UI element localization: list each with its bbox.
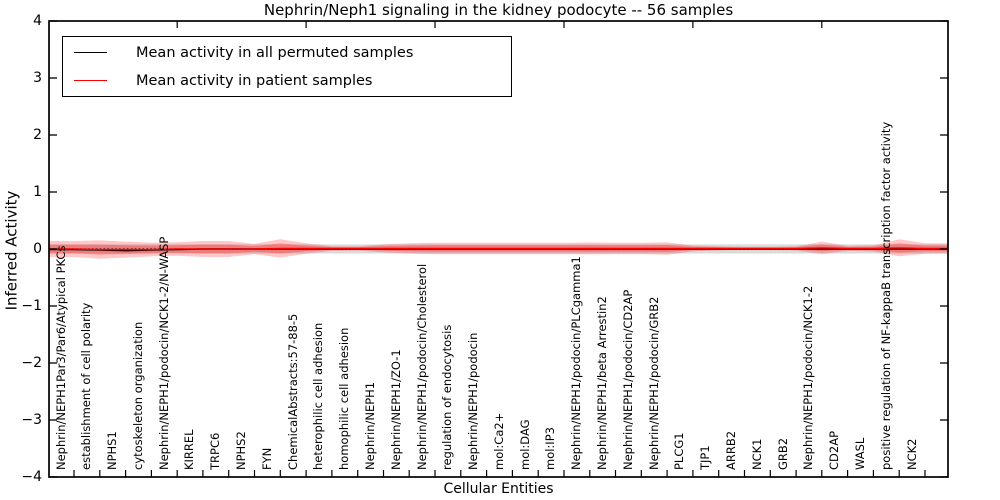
x-entity-label: TJP1 <box>698 445 713 470</box>
x-entity-label: Nephrin/NEPH1/beta Arrestin2 <box>595 296 610 470</box>
x-entity-label: NPHS1 <box>105 431 120 470</box>
x-entity-label: NCK1 <box>749 438 764 471</box>
x-entity-label: regulation of endocytosis <box>440 324 455 470</box>
x-entity-label: establishment of cell polarity <box>79 302 94 470</box>
x-entity-label: ChemicalAbstracts:57-88-5 <box>285 313 300 470</box>
chart-title: Nephrin/Neph1 signaling in the kidney po… <box>263 1 734 19</box>
x-entity-label: positive regulation of NF-kappaB transcr… <box>878 121 893 470</box>
x-entity-label: Nephrin/NEPH1Par3/Par6/Atypical PKCs <box>53 245 68 470</box>
x-entity-label: Nephrin/NEPH1/podocin/PLCgamma1 <box>569 256 584 470</box>
legend: Mean activity in all permuted samples Me… <box>62 36 512 97</box>
y-tick-label: 3 <box>33 70 42 86</box>
x-entity-label: NPHS2 <box>234 431 248 470</box>
x-entity-label: Nephrin/NEPH1/ZO-1 <box>388 349 403 470</box>
legend-label-patient: Mean activity in patient samples <box>136 72 373 89</box>
x-entity-label: homophilic cell adhesion <box>337 327 352 470</box>
x-entity-label: Nephrin/NEPH1/podocin/NCK1-2/N-WASP <box>156 236 171 470</box>
x-entity-label: CD2AP <box>827 430 842 470</box>
y-tick-label: −3 <box>21 412 42 428</box>
x-entity-label: TRPC6 <box>208 432 223 470</box>
x-entity-label: Nephrin/NEPH1/podocin/GRB2 <box>646 296 661 470</box>
x-entity-label: Nephrin/NEPH1/podocin/NCK1-2 <box>801 285 816 470</box>
x-entity-label: Nephrin/NEPH1/podocin <box>466 332 481 470</box>
axes-border <box>48 20 949 478</box>
legend-entry-permuted: Mean activity in all permuted samples <box>63 42 511 64</box>
x-entity-label: mol:Ca2+ <box>491 412 506 470</box>
x-entity-label: ARRB2 <box>723 430 738 470</box>
y-tick-label: −1 <box>21 298 42 314</box>
x-entity-label: mol:IP3 <box>543 427 558 470</box>
x-entity-label: Nephrin/NEPH1 <box>362 381 377 470</box>
y-tick-label: 1 <box>33 184 42 200</box>
x-entity-label: mol:DAG <box>517 419 532 470</box>
x-entity-label: KIRREL <box>182 429 197 470</box>
x-entity-label: PLCG1 <box>672 432 687 470</box>
legend-entry-patient: Mean activity in patient samples <box>63 70 511 92</box>
y-tick-label: −4 <box>21 469 42 485</box>
x-entity-label: Nephrin/NEPH1/podocin/CD2AP <box>620 289 635 470</box>
y-tick-label: 4 <box>33 13 42 29</box>
x-entity-label: WASL <box>852 437 867 470</box>
permuted-line-swatch <box>74 52 107 53</box>
x-entity-label: Nephrin/NEPH1/podocin/Cholesterol <box>414 263 429 470</box>
x-entity-label: GRB2 <box>775 437 790 470</box>
patient-mean-line <box>49 247 948 251</box>
x-entity-label: FYN <box>259 447 274 470</box>
y-tick-label: 0 <box>33 241 42 257</box>
x-entity-label: cytoskeleton organization <box>130 321 145 470</box>
x-axis-label: Cellular Entities <box>443 481 554 497</box>
legend-label-permuted: Mean activity in all permuted samples <box>136 44 414 61</box>
y-tick-label: 2 <box>33 127 42 143</box>
x-entity-label: heterophilic cell adhesion <box>311 322 326 470</box>
patient-line-swatch <box>74 80 107 81</box>
x-entity-label: NCK2 <box>904 438 919 471</box>
y-tick-label: −2 <box>21 355 42 371</box>
